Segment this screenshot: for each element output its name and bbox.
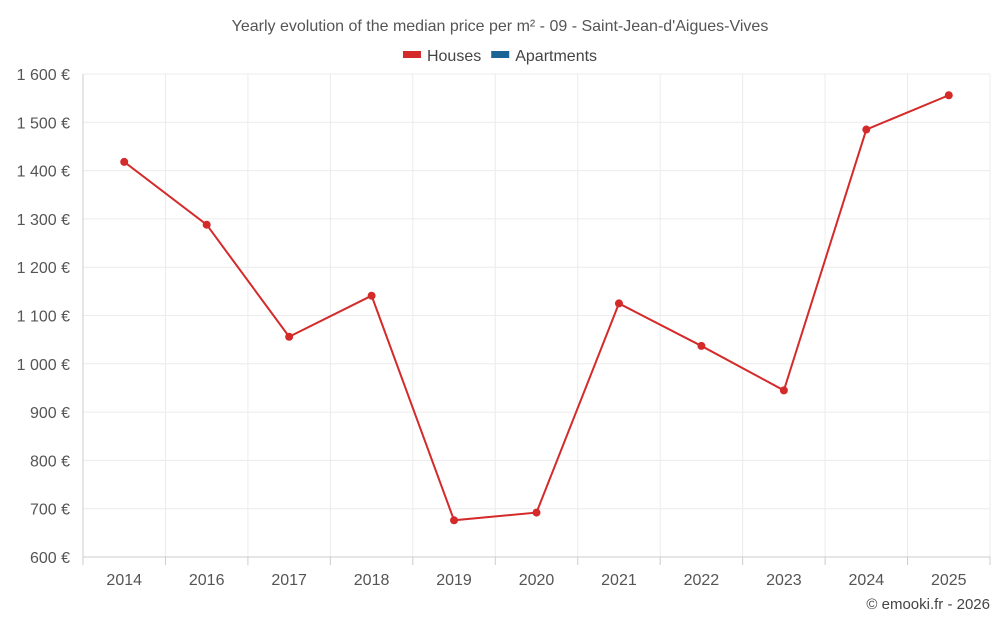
- x-tick-label: 2014: [106, 572, 142, 589]
- data-point-houses-2020: [532, 508, 541, 517]
- x-tick-label: 2025: [931, 572, 967, 589]
- y-tick-label: 1 400 €: [17, 164, 70, 181]
- legend: Houses Apartments: [402, 48, 597, 65]
- data-point-houses-2021: [614, 299, 623, 308]
- x-axis: 2014 2016 2017 2018 2019 2020 2021 2022 2023 2024…: [82, 556, 991, 589]
- data-point-houses-2018: [367, 291, 376, 300]
- x-tick-label: 2018: [354, 572, 390, 589]
- data-point-houses-2025: [944, 91, 953, 100]
- x-tick-label: 2019: [436, 572, 472, 589]
- x-tick-label: 2024: [849, 572, 885, 589]
- legend-item-houses: Houses: [402, 48, 481, 65]
- grid-lines: [82, 73, 991, 558]
- chart-title: Yearly evolution of the median price per…: [232, 18, 769, 35]
- y-tick-label: 1 500 €: [17, 115, 70, 132]
- y-tick-label: 600 €: [30, 550, 70, 567]
- x-tick-label: 2023: [766, 572, 802, 589]
- x-tick-label: 2021: [601, 572, 637, 589]
- data-point-houses-2022: [697, 341, 706, 350]
- y-tick-label: 1 200 €: [17, 260, 70, 277]
- y-tick-label: 1 600 €: [17, 67, 70, 84]
- y-axis: 600 € 700 € 800 € 900 € 1 000 € 1 100 € 1 200 …: [17, 67, 84, 567]
- y-tick-label: 800 €: [30, 453, 70, 470]
- series-layer: [120, 91, 953, 525]
- data-point-houses-2014: [120, 157, 129, 166]
- data-point-houses-2016: [202, 220, 211, 229]
- x-tick-label: 2022: [684, 572, 720, 589]
- legend-label: Houses: [427, 48, 481, 65]
- y-tick-label: 1 300 €: [17, 212, 70, 229]
- y-tick-label: 700 €: [30, 502, 70, 519]
- data-point-houses-2024: [862, 125, 871, 134]
- data-point-houses-2019: [450, 516, 459, 525]
- x-tick-label: 2020: [519, 572, 555, 589]
- legend-label: Apartments: [515, 48, 597, 65]
- x-tick-label: 2017: [271, 572, 307, 589]
- legend-swatch: [402, 51, 421, 58]
- data-point-houses-2023: [779, 386, 788, 395]
- legend-item-apartments: Apartments: [491, 48, 597, 65]
- y-tick-label: 1 100 €: [17, 309, 70, 326]
- y-tick-label: 900 €: [30, 405, 70, 422]
- credit-text: © emooki.fr - 2026: [866, 596, 990, 613]
- y-tick-label: 1 000 €: [17, 357, 70, 374]
- data-point-houses-2017: [285, 332, 294, 341]
- x-tick-label: 2016: [189, 572, 225, 589]
- legend-swatch: [491, 51, 510, 58]
